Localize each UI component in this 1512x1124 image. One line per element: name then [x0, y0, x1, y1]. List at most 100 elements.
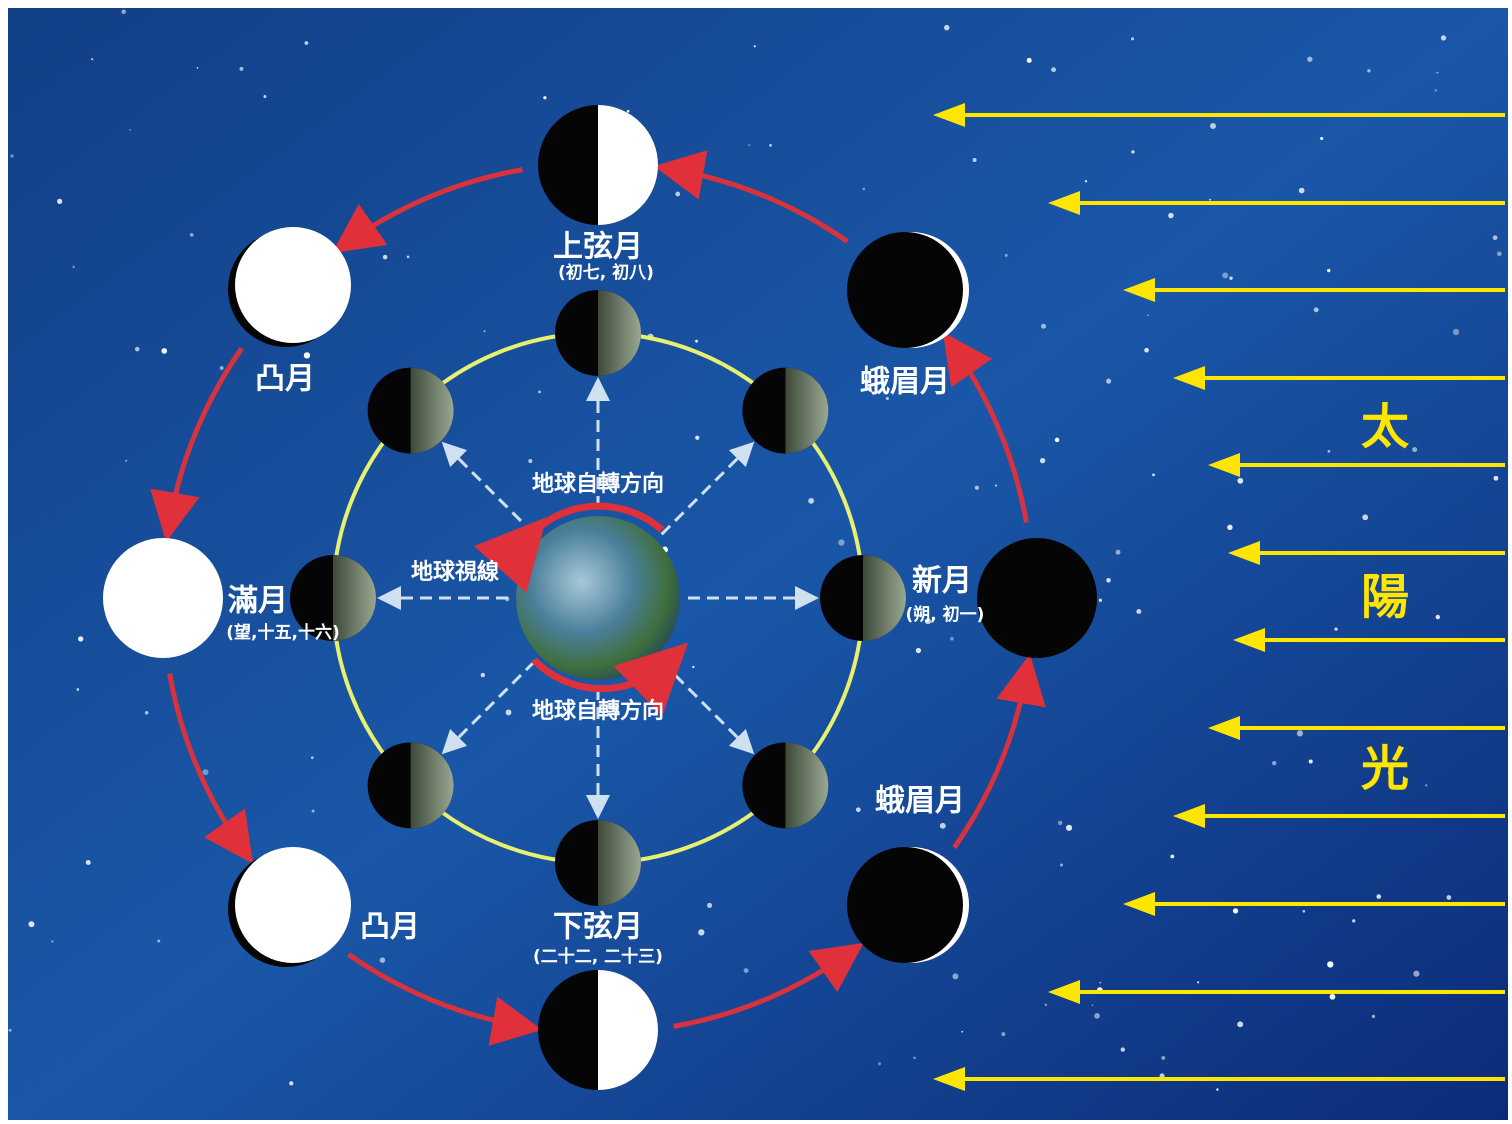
- moon-lit: [598, 970, 658, 1090]
- star: [57, 198, 63, 204]
- star: [382, 254, 388, 260]
- phase-arrow: [167, 673, 254, 864]
- star: [877, 1062, 882, 1066]
- star: [129, 128, 132, 131]
- star: [1329, 993, 1336, 1000]
- star: [1099, 981, 1102, 984]
- star: [1296, 730, 1304, 737]
- phase-arrow: [150, 347, 244, 543]
- star: [1120, 1047, 1125, 1052]
- star: [1115, 549, 1121, 555]
- star: [1367, 69, 1371, 73]
- star: [483, 330, 486, 333]
- star: [1209, 122, 1216, 129]
- star: [72, 265, 75, 269]
- star: [956, 579, 961, 585]
- phase-note: (朔, 初一): [906, 604, 985, 625]
- star: [1197, 981, 1200, 984]
- star: [1059, 863, 1063, 867]
- star: [915, 647, 922, 654]
- star: [1044, 1003, 1048, 1007]
- phase-label: 滿月: [228, 584, 288, 619]
- rotation-label: 地球自轉方向: [532, 471, 664, 497]
- star: [1084, 180, 1088, 183]
- star: [134, 346, 140, 352]
- star: [1065, 824, 1073, 831]
- star: [862, 187, 866, 191]
- star: [1446, 895, 1452, 900]
- inner-moon-lit: [410, 367, 454, 454]
- star: [675, 191, 681, 197]
- star: [219, 366, 224, 370]
- star: [10, 154, 14, 158]
- star: [1004, 253, 1008, 257]
- star: [1227, 524, 1233, 531]
- star: [1144, 347, 1149, 353]
- star: [838, 539, 845, 546]
- phase-label: 蛾眉月: [875, 784, 965, 819]
- phase-arrows: [150, 150, 1046, 1046]
- star: [91, 58, 94, 61]
- star: [144, 710, 149, 715]
- star: [1352, 919, 1356, 923]
- star: [602, 470, 605, 473]
- earth: [516, 516, 680, 680]
- star: [950, 636, 954, 641]
- moon: [847, 232, 963, 348]
- star: [1298, 187, 1305, 194]
- star: [743, 968, 749, 974]
- inner-moon-lit: [785, 367, 829, 454]
- star: [913, 1056, 916, 1060]
- phase-note: (二十二, 二十三): [533, 946, 663, 967]
- star: [1161, 1055, 1166, 1060]
- sight-line: [441, 660, 536, 755]
- star: [995, 484, 998, 487]
- star: [1106, 578, 1111, 583]
- star: [1106, 378, 1112, 384]
- star: [1039, 457, 1046, 464]
- sightline-label: 地球視線: [411, 559, 499, 585]
- star: [753, 45, 756, 48]
- phase-label: 下弦月: [553, 910, 643, 945]
- star: [1098, 598, 1102, 602]
- star: [924, 618, 931, 625]
- star: [289, 1081, 294, 1086]
- star: [85, 860, 91, 866]
- star: [379, 957, 386, 963]
- star: [78, 636, 84, 642]
- sunlight-arrows: [933, 103, 1505, 1091]
- star: [1440, 35, 1447, 41]
- phase-note: (望,十五,十六): [226, 622, 339, 643]
- phase-label: 上弦月: [553, 230, 643, 265]
- star: [974, 485, 979, 490]
- star: [1434, 89, 1438, 92]
- star: [1320, 136, 1324, 140]
- star: [1094, 1013, 1100, 1019]
- star: [1413, 970, 1420, 977]
- star: [310, 756, 314, 760]
- star: [1362, 514, 1369, 521]
- star: [1168, 212, 1174, 219]
- star: [1054, 437, 1060, 443]
- star: [196, 67, 199, 69]
- star: [952, 973, 959, 980]
- moon-lit: [598, 105, 658, 225]
- phase-label: 凸月: [255, 362, 315, 397]
- moon: [847, 847, 963, 963]
- star: [692, 665, 695, 669]
- star: [1492, 235, 1498, 241]
- star: [808, 497, 815, 504]
- star: [769, 144, 772, 147]
- rotation-label: 地球自轉方向: [532, 698, 664, 724]
- phase-arrow: [942, 332, 1029, 523]
- phase-note: (初七, 初八): [558, 262, 654, 283]
- star: [239, 66, 244, 71]
- star: [1229, 276, 1233, 280]
- star: [1387, 770, 1393, 776]
- star: [538, 390, 541, 394]
- star: [707, 902, 713, 908]
- star: [1131, 150, 1135, 154]
- phase-label: 新月: [912, 564, 972, 599]
- star: [1307, 56, 1313, 62]
